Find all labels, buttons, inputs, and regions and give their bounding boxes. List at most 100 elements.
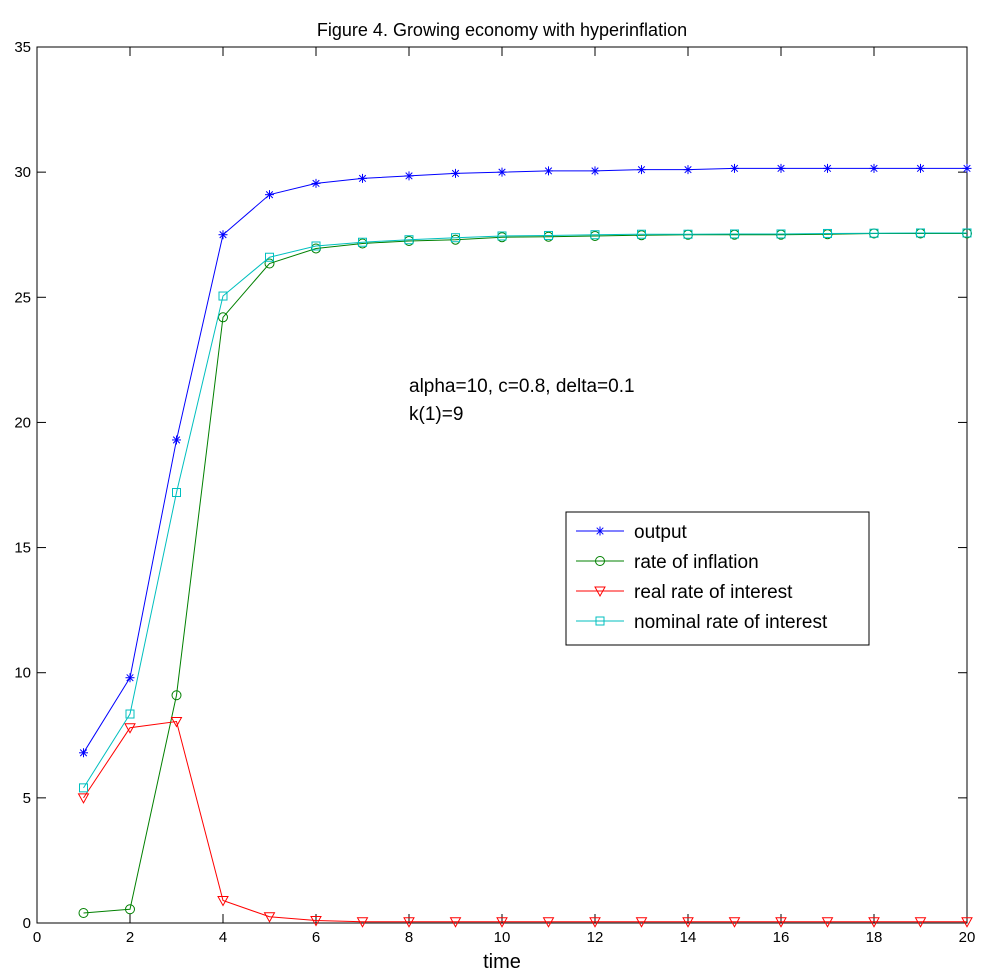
x-tick-label: 12 [587,929,604,946]
data-point-asterisk [776,163,786,173]
legend-box [565,511,870,646]
x-tick-label: 20 [959,929,976,946]
data-point-square [497,231,507,241]
legend-entry: nominal rate of interest [576,612,828,633]
y-tick-label: 30 [14,164,31,181]
asterisk-stroke [596,527,604,535]
series-real-rate-of-interest [77,717,973,928]
data-point-triangle [821,917,834,928]
data-point-asterisk [730,163,739,173]
asterisk-stroke [126,674,134,682]
x-tick-label: 2 [126,929,134,946]
data-point-square [590,230,600,240]
data-point-asterisk [916,163,925,173]
data-point-square [683,229,693,239]
series-line [83,720,967,923]
x-tick-label: 16 [773,929,790,946]
y-tick-label: 10 [14,665,31,682]
asterisk-stroke [219,231,227,239]
asterisk-stroke [963,164,971,173]
x-tick-label: 10 [494,929,511,946]
asterisk-stroke [591,167,599,175]
asterisk-stroke [544,167,553,175]
asterisk-stroke [265,191,274,199]
data-point-square [172,488,181,498]
data-point-triangle [449,917,462,928]
asterisk-stroke [358,174,367,183]
data-point-square [869,228,879,238]
asterisk-stroke [405,172,413,180]
y-tick-label: 20 [14,414,31,431]
series-line [83,167,967,754]
asterisk-stroke [79,749,88,757]
data-point-asterisk [637,165,646,175]
data-point-triangle [217,895,229,907]
data-point-triangle [496,917,508,928]
legend-entry: rate of inflation [576,552,759,573]
data-point-asterisk [172,435,181,445]
x-tick-label: 18 [866,929,883,946]
asterisk-stroke [498,168,506,176]
legend-label: rate of inflation [634,552,759,573]
data-point-square [451,233,460,243]
data-point-square [544,230,553,240]
asterisk-stroke [684,165,692,174]
data-point-square [218,291,228,301]
data-point-triangle [356,917,369,928]
data-point-asterisk [311,178,321,188]
data-point-asterisk [218,230,228,240]
data-point-triangle [403,917,415,928]
annotation-line-2: k(1)=9 [409,404,463,425]
data-point-triangle [868,917,880,928]
data-point-triangle [542,917,555,928]
data-point-triangle [77,793,90,804]
x-tick-label: 6 [312,929,320,946]
data-point-triangle [589,917,601,928]
data-point-triangle [682,917,694,928]
data-point-asterisk [683,165,693,175]
legend-entry: real rate of interest [576,582,793,603]
legend-label: nominal rate of interest [634,612,828,633]
y-tick-label: 0 [23,915,31,932]
data-point-asterisk [404,171,414,181]
data-point-triangle [775,917,787,928]
data-point-square [265,252,274,262]
data-point-square [79,783,88,793]
asterisk-stroke [637,165,646,174]
data-point-square [358,237,367,247]
x-tick-label: 4 [219,929,227,946]
data-point-asterisk [590,166,600,176]
data-point-asterisk [451,168,460,178]
data-point-asterisk [962,163,972,173]
data-point-square [916,228,925,238]
series-layer [77,163,973,928]
data-point-triangle [635,917,648,928]
legend-label: output [634,522,688,543]
series-nominal-rate-of-interest [79,228,972,793]
data-point-circle [264,258,275,269]
data-point-triangle [728,917,741,928]
data-point-circle [125,904,135,915]
x-tick-label: 14 [680,929,697,946]
x-tick-label: 0 [33,929,41,946]
data-point-square [776,229,786,239]
legend: output rate of inflation real rate of inte… [565,511,870,646]
asterisk-stroke [451,169,460,178]
series-line [83,232,967,914]
asterisk-stroke [312,179,320,188]
asterisk-stroke [730,164,739,173]
data-point-square [595,616,605,626]
data-point-square [125,709,135,719]
data-point-square [311,241,321,251]
asterisk-stroke [172,436,181,444]
y-tick-label: 5 [23,790,31,807]
data-point-asterisk [125,673,135,683]
data-point-circle [78,907,89,918]
data-point-triangle [914,917,927,928]
data-point-square [962,228,972,238]
data-point-asterisk [823,163,832,173]
data-point-asterisk [79,748,88,758]
data-point-asterisk [265,190,274,200]
asterisk-stroke [870,164,878,173]
